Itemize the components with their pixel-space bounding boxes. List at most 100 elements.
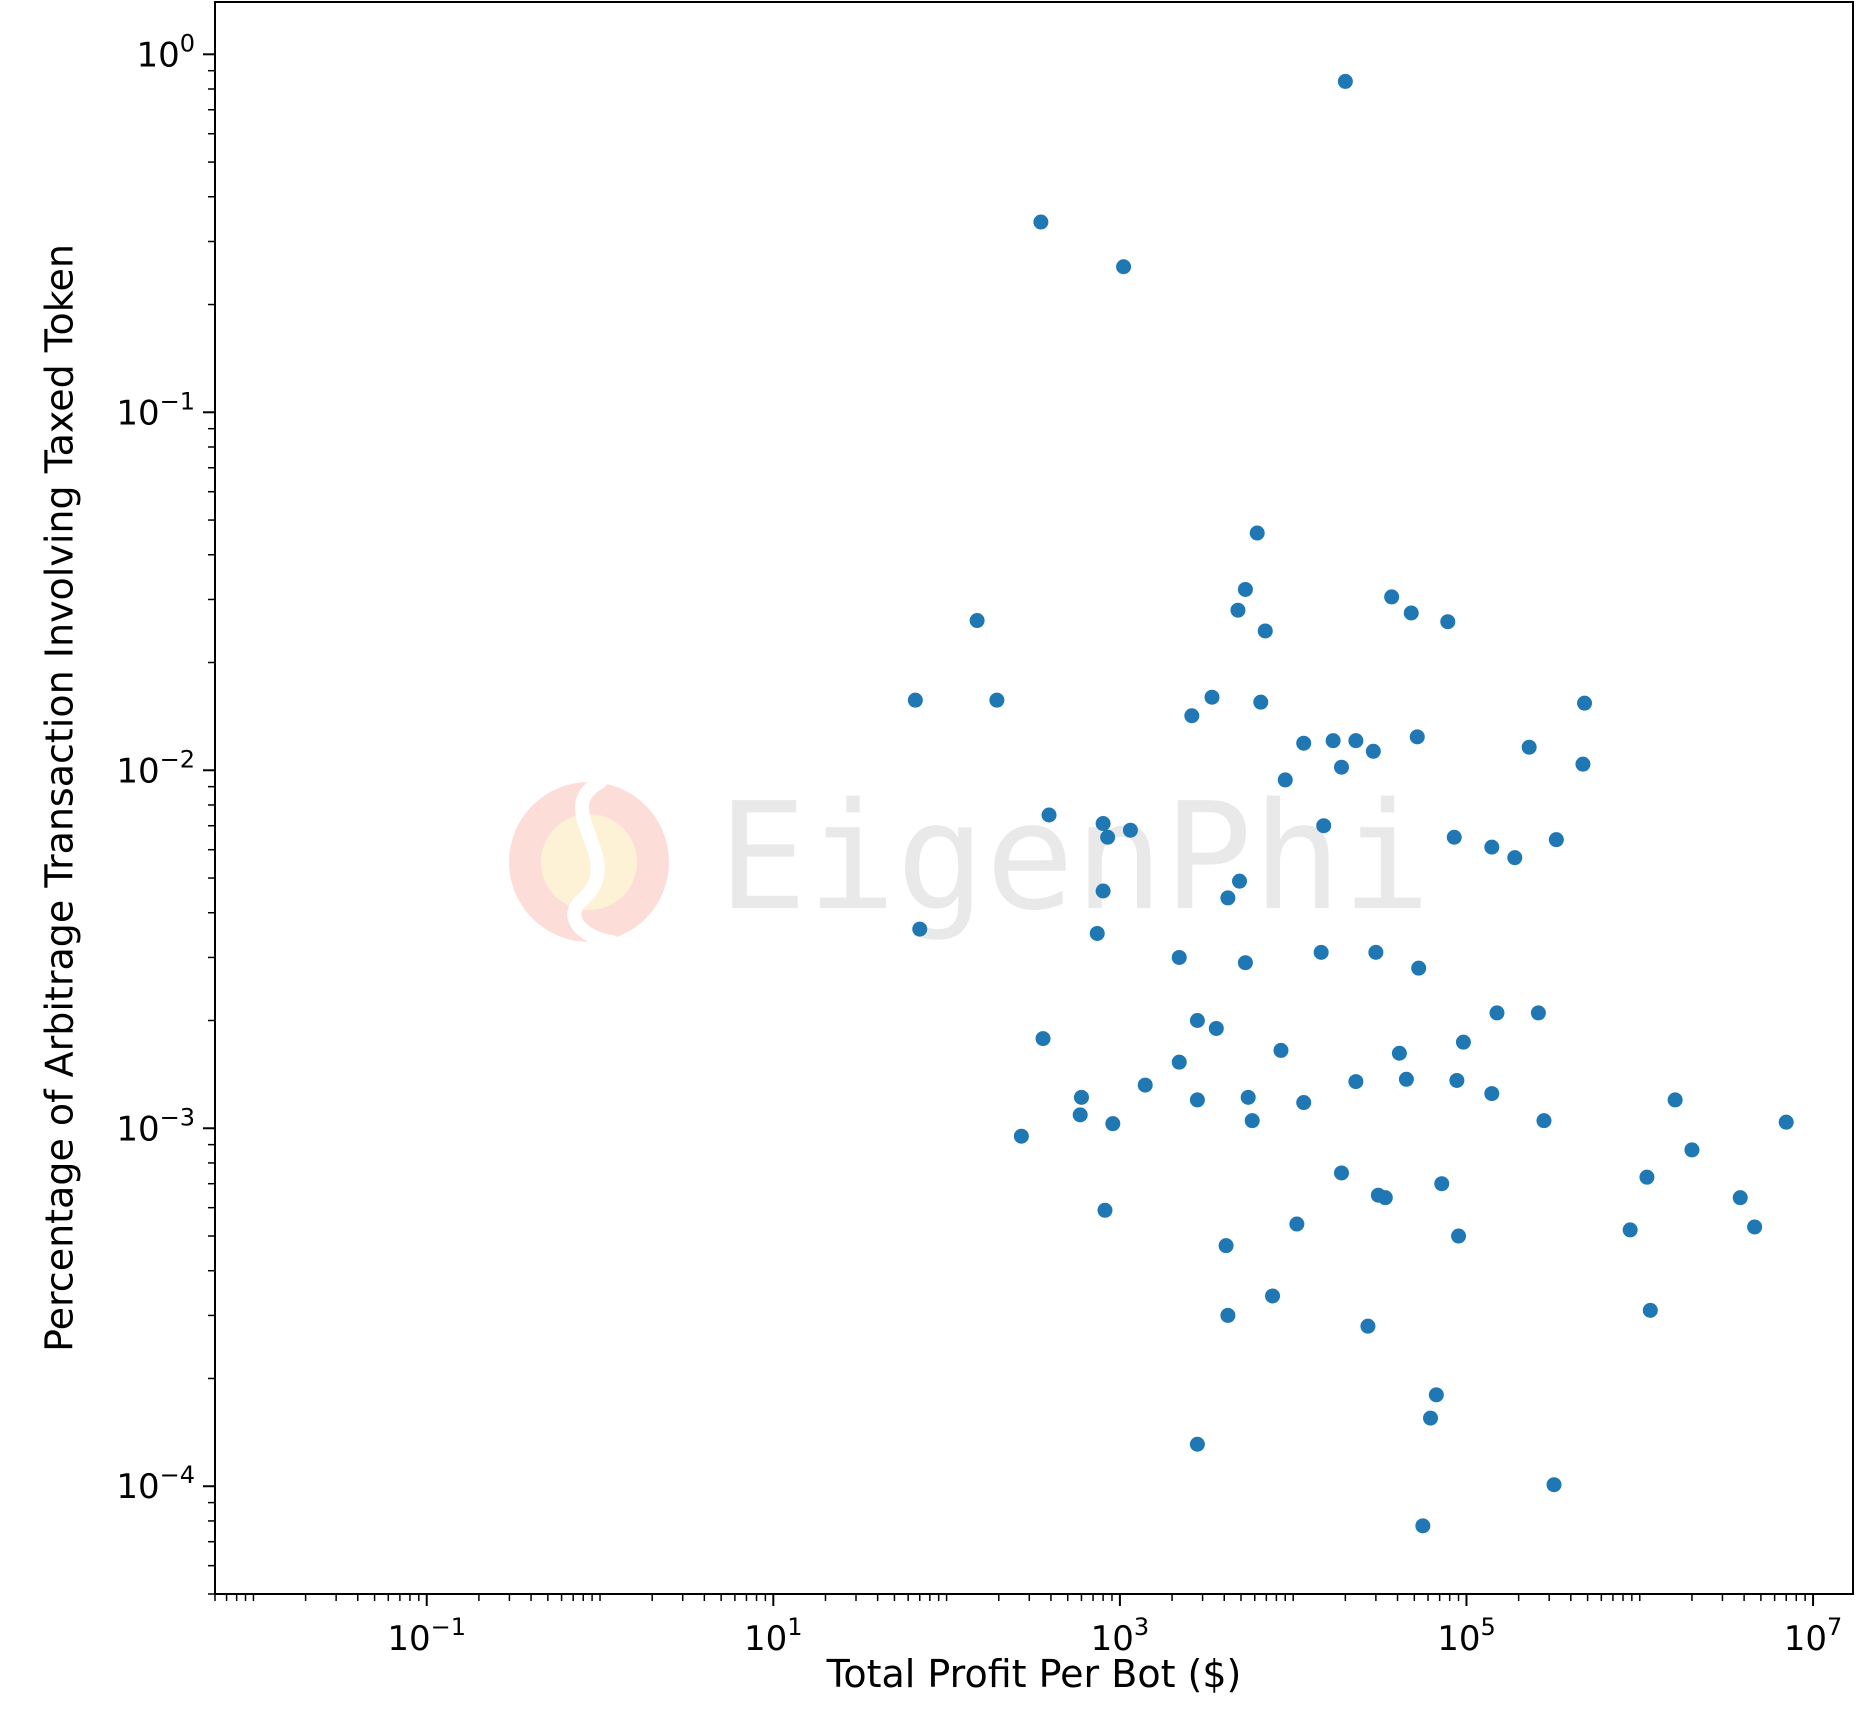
data-point [1415,1518,1431,1534]
data-point [1122,822,1138,838]
data-point [1013,1128,1029,1144]
data-point [1449,1072,1465,1088]
data-point [1137,1077,1153,1093]
data-point [969,613,985,629]
data-point [1277,772,1293,788]
x-tick-label: 101 [744,1613,803,1659]
data-point [1546,1477,1562,1493]
data-point [1411,960,1427,976]
data-point [1095,816,1111,832]
data-point [1218,1238,1234,1254]
x-tick-label: 10−1 [387,1613,466,1659]
data-point [1220,1307,1236,1323]
data-point [1451,1228,1467,1244]
data-point [1240,1089,1256,1105]
y-axis-label: Percentage of Arbitrage Transaction Invo… [38,244,82,1352]
data-point [1033,214,1049,230]
data-point [1316,818,1332,834]
data-point [1105,1116,1121,1132]
data-point [1368,944,1384,960]
data-point [1325,733,1341,749]
data-point [1289,1216,1305,1232]
data-point [1089,925,1105,941]
data-point [1095,883,1111,899]
data-point [1337,73,1353,89]
data-point [1171,1054,1187,1070]
data-point [1484,1086,1500,1102]
data-point [1536,1113,1552,1129]
data-point [1230,602,1246,618]
data-point [1507,850,1523,866]
y-tick-label: 10−4 [116,1461,195,1507]
data-point [1189,1436,1205,1452]
data-point [1257,623,1273,639]
watermark-text: EigenPhi [718,771,1431,943]
data-point [1778,1114,1794,1130]
y-tick-label: 10−3 [116,1103,195,1149]
plot-frame [214,1,1854,1595]
data-point [1732,1190,1748,1206]
data-point [1521,739,1537,755]
data-point [1575,756,1591,772]
data-point [989,692,1005,708]
data-point [1391,1045,1407,1061]
data-point [912,921,928,937]
data-point [1642,1302,1658,1318]
data-point [1434,1176,1450,1192]
eigenphi-logo-icon [509,775,669,949]
data-point [1360,1318,1376,1334]
data-point [1232,873,1248,889]
x-tick-label: 105 [1437,1613,1496,1659]
data-point [1189,1012,1205,1028]
data-point [1622,1222,1638,1238]
data-point [1484,839,1500,855]
data-point [1100,829,1116,845]
scatter-points [907,73,1794,1534]
data-point [1296,1095,1312,1111]
data-point [1073,1089,1089,1105]
data-point [1548,832,1564,848]
x-tick-label: 107 [1784,1613,1843,1659]
data-point [1409,729,1425,745]
y-axis: 100 10−1 10−2 10−3 10−4 [116,29,215,1595]
data-point [1237,955,1253,971]
data-point [1273,1042,1289,1058]
y-tick-label: 100 [136,29,195,75]
data-point [1455,1034,1471,1050]
data-point [1489,1005,1505,1021]
x-tick-label: 103 [1091,1613,1150,1659]
data-point [1747,1219,1763,1235]
y-tick-label: 10−2 [116,745,195,791]
data-point [1403,605,1419,621]
data-point [1446,829,1462,845]
data-point [1244,1113,1260,1129]
data-point [1072,1107,1088,1123]
data-point [1348,733,1364,749]
data-point [1377,1190,1393,1206]
data-point [1423,1410,1439,1426]
data-point [1365,743,1381,759]
data-point [1348,1074,1364,1090]
data-point [1440,614,1456,630]
data-point [1296,735,1312,751]
data-point [1639,1169,1655,1185]
data-point [1171,949,1187,965]
data-point [1208,1020,1224,1036]
x-axis: 10−1 101 103 105 107 [214,1594,1843,1659]
data-point [1220,890,1236,906]
data-point [1384,589,1400,605]
data-point [1398,1071,1414,1087]
data-point [1333,1165,1349,1181]
watermark: EigenPhi [509,771,1431,949]
data-point [1313,944,1329,960]
data-point [907,692,923,708]
data-point [1428,1387,1444,1403]
data-point [1265,1288,1281,1304]
y-tick-label: 10−1 [116,387,195,433]
data-point [1333,759,1349,775]
data-point [1189,1092,1205,1108]
data-point [1577,695,1593,711]
data-point [1249,525,1265,541]
data-point [1041,807,1057,823]
